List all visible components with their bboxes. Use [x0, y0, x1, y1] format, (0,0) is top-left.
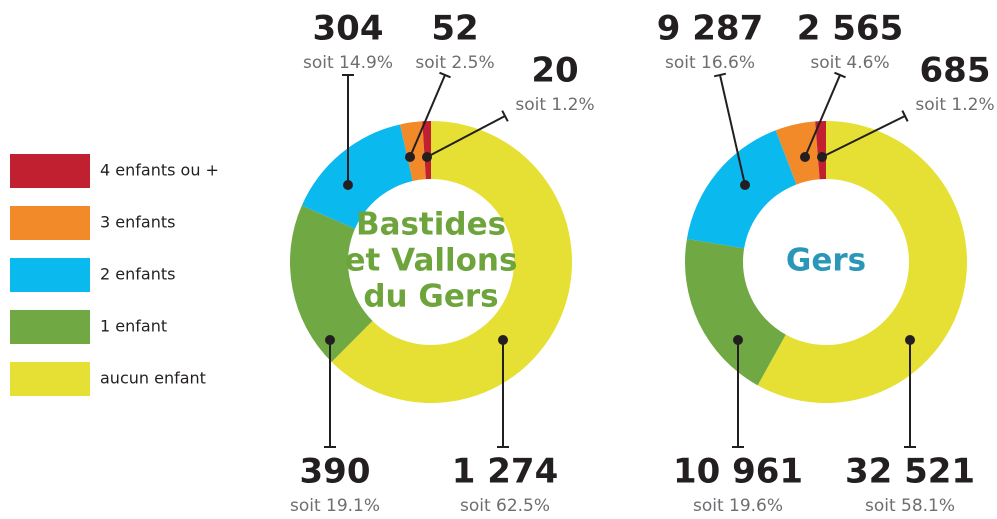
legend-swatch: [10, 154, 90, 188]
percent-label: soit 2.5%: [415, 53, 494, 73]
percent-label: soit 62.5%: [460, 496, 550, 516]
donut-slice: [331, 121, 572, 403]
leader-line: [719, 74, 746, 186]
value-label: 2 565: [797, 9, 903, 49]
leader-dot: [817, 152, 827, 162]
value-label: 9 287: [657, 9, 763, 49]
leader-cap: [834, 71, 846, 79]
value-label: 52: [431, 9, 478, 49]
leader-line: [804, 74, 841, 158]
legend-swatch: [10, 206, 90, 240]
leader-dot: [498, 335, 508, 345]
percent-label: soit 16.6%: [665, 53, 755, 73]
center-label: et Vallons: [345, 243, 518, 279]
donut-slice: [757, 121, 967, 403]
leader-cap: [901, 110, 909, 122]
donut-slice: [686, 130, 797, 249]
donut-slice: [290, 205, 373, 363]
value-label: 390: [300, 452, 371, 492]
leader-dot: [422, 152, 432, 162]
donut-slice: [685, 238, 786, 386]
value-label: 32 521: [845, 452, 975, 492]
legend-swatch: [10, 362, 90, 396]
leader-cap: [439, 71, 451, 79]
percent-label: soit 19.6%: [693, 496, 783, 516]
legend-label: 2 enfants: [100, 265, 175, 284]
leader-dot: [405, 152, 415, 162]
percent-label: soit 14.9%: [303, 53, 393, 73]
legend-label: aucun enfant: [100, 369, 206, 388]
value-label: 304: [313, 9, 384, 49]
percent-label: soit 19.1%: [290, 496, 380, 516]
donut-slice: [815, 121, 826, 180]
legend-swatch: [10, 310, 90, 344]
donut-slice: [422, 121, 431, 180]
legend-swatch: [10, 258, 90, 292]
leader-dot: [343, 180, 353, 190]
percent-label: soit 58.1%: [865, 496, 955, 516]
percent-label: soit 1.2%: [515, 95, 594, 115]
center-label: Bastides: [356, 207, 506, 243]
value-label: 1 274: [452, 452, 558, 492]
legend-label: 1 enfant: [100, 317, 167, 336]
value-label: 685: [920, 51, 991, 91]
leader-line: [409, 74, 446, 158]
value-label: 10 961: [673, 452, 803, 492]
leader-cap: [713, 72, 727, 78]
leader-line: [426, 115, 506, 158]
percent-label: soit 1.2%: [915, 95, 994, 115]
percent-label: soit 4.6%: [810, 53, 889, 73]
donut-slice: [775, 121, 820, 185]
value-label: 20: [531, 51, 578, 91]
leader-line: [821, 115, 906, 158]
leader-dot: [733, 335, 743, 345]
center-label: Gers: [786, 243, 866, 279]
leader-dot: [325, 335, 335, 345]
center-label: du Gers: [363, 279, 498, 315]
leader-cap: [501, 110, 509, 122]
leader-dot: [740, 180, 750, 190]
legend-label: 4 enfants ou +: [100, 161, 219, 180]
donut-slice: [301, 124, 413, 229]
leader-dot: [905, 335, 915, 345]
legend-label: 3 enfants: [100, 213, 175, 232]
leader-dot: [800, 152, 810, 162]
